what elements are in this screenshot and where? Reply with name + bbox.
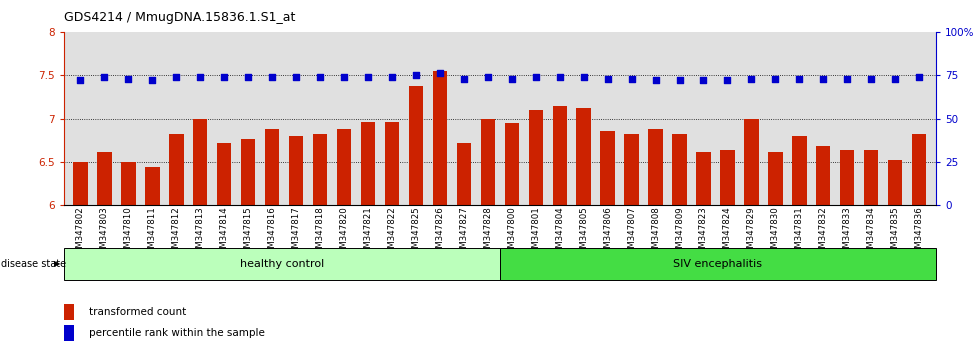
Text: disease state: disease state (1, 259, 66, 269)
Point (361, 74, 376, 80)
Bar (720, 150, 735, 205)
Bar (768, 152, 783, 205)
Bar (672, 134, 687, 205)
Bar (337, 129, 351, 205)
Bar (840, 150, 855, 205)
Point (792, 76, 808, 81)
Bar (696, 152, 710, 205)
Bar (500, 248, 936, 280)
Point (217, 74, 232, 80)
Point (313, 74, 328, 80)
Text: healthy control: healthy control (240, 259, 323, 269)
Bar (193, 119, 208, 205)
Bar (170, 134, 183, 205)
Bar (64, 248, 500, 280)
Bar (241, 139, 256, 205)
Bar (816, 146, 830, 205)
Bar (649, 129, 662, 205)
Point (480, 74, 496, 80)
Text: percentile rank within the sample: percentile rank within the sample (89, 328, 265, 338)
Point (600, 76, 615, 81)
Bar (576, 108, 591, 205)
Point (671, 78, 687, 83)
Point (552, 74, 567, 80)
Point (767, 76, 783, 81)
Bar (265, 129, 279, 205)
Bar (624, 134, 639, 205)
Point (696, 78, 711, 83)
Bar (433, 71, 447, 205)
Bar (792, 136, 807, 205)
Bar (122, 162, 135, 205)
Text: ▶: ▶ (54, 259, 61, 268)
Point (528, 74, 544, 80)
Point (863, 76, 879, 81)
Point (144, 78, 160, 83)
Bar (505, 123, 519, 205)
Text: transformed count: transformed count (89, 307, 186, 317)
Point (648, 78, 663, 83)
Point (719, 78, 735, 83)
Bar (912, 134, 926, 205)
Point (384, 74, 400, 80)
Point (887, 76, 903, 81)
Bar (289, 136, 304, 205)
Bar (74, 162, 87, 205)
Bar (64, 325, 74, 341)
Bar (528, 110, 543, 205)
Bar (480, 119, 495, 205)
Bar (385, 122, 399, 205)
Point (121, 76, 136, 81)
Point (840, 76, 856, 81)
Point (815, 76, 831, 81)
Point (265, 74, 280, 80)
Bar (145, 167, 160, 205)
Point (744, 76, 760, 81)
Bar (409, 86, 423, 205)
Bar (313, 134, 327, 205)
Point (456, 76, 471, 81)
Bar (64, 304, 74, 320)
Bar (864, 150, 878, 205)
Point (911, 74, 927, 80)
Point (240, 74, 256, 80)
Bar (553, 105, 566, 205)
Text: SIV encephalitis: SIV encephalitis (673, 259, 762, 269)
Point (432, 71, 448, 76)
Bar (601, 131, 614, 205)
Point (192, 74, 208, 80)
Bar (97, 152, 112, 205)
Point (504, 76, 519, 81)
Point (576, 74, 592, 80)
Bar (888, 160, 903, 205)
Point (623, 76, 639, 81)
Bar (361, 122, 375, 205)
Point (169, 74, 184, 80)
Point (336, 74, 352, 80)
Bar (457, 143, 471, 205)
Point (288, 74, 304, 80)
Point (408, 73, 423, 78)
Point (97, 74, 113, 80)
Bar (217, 143, 231, 205)
Bar (744, 119, 759, 205)
Point (73, 78, 88, 83)
Text: GDS4214 / MmugDNA.15836.1.S1_at: GDS4214 / MmugDNA.15836.1.S1_at (64, 11, 295, 24)
